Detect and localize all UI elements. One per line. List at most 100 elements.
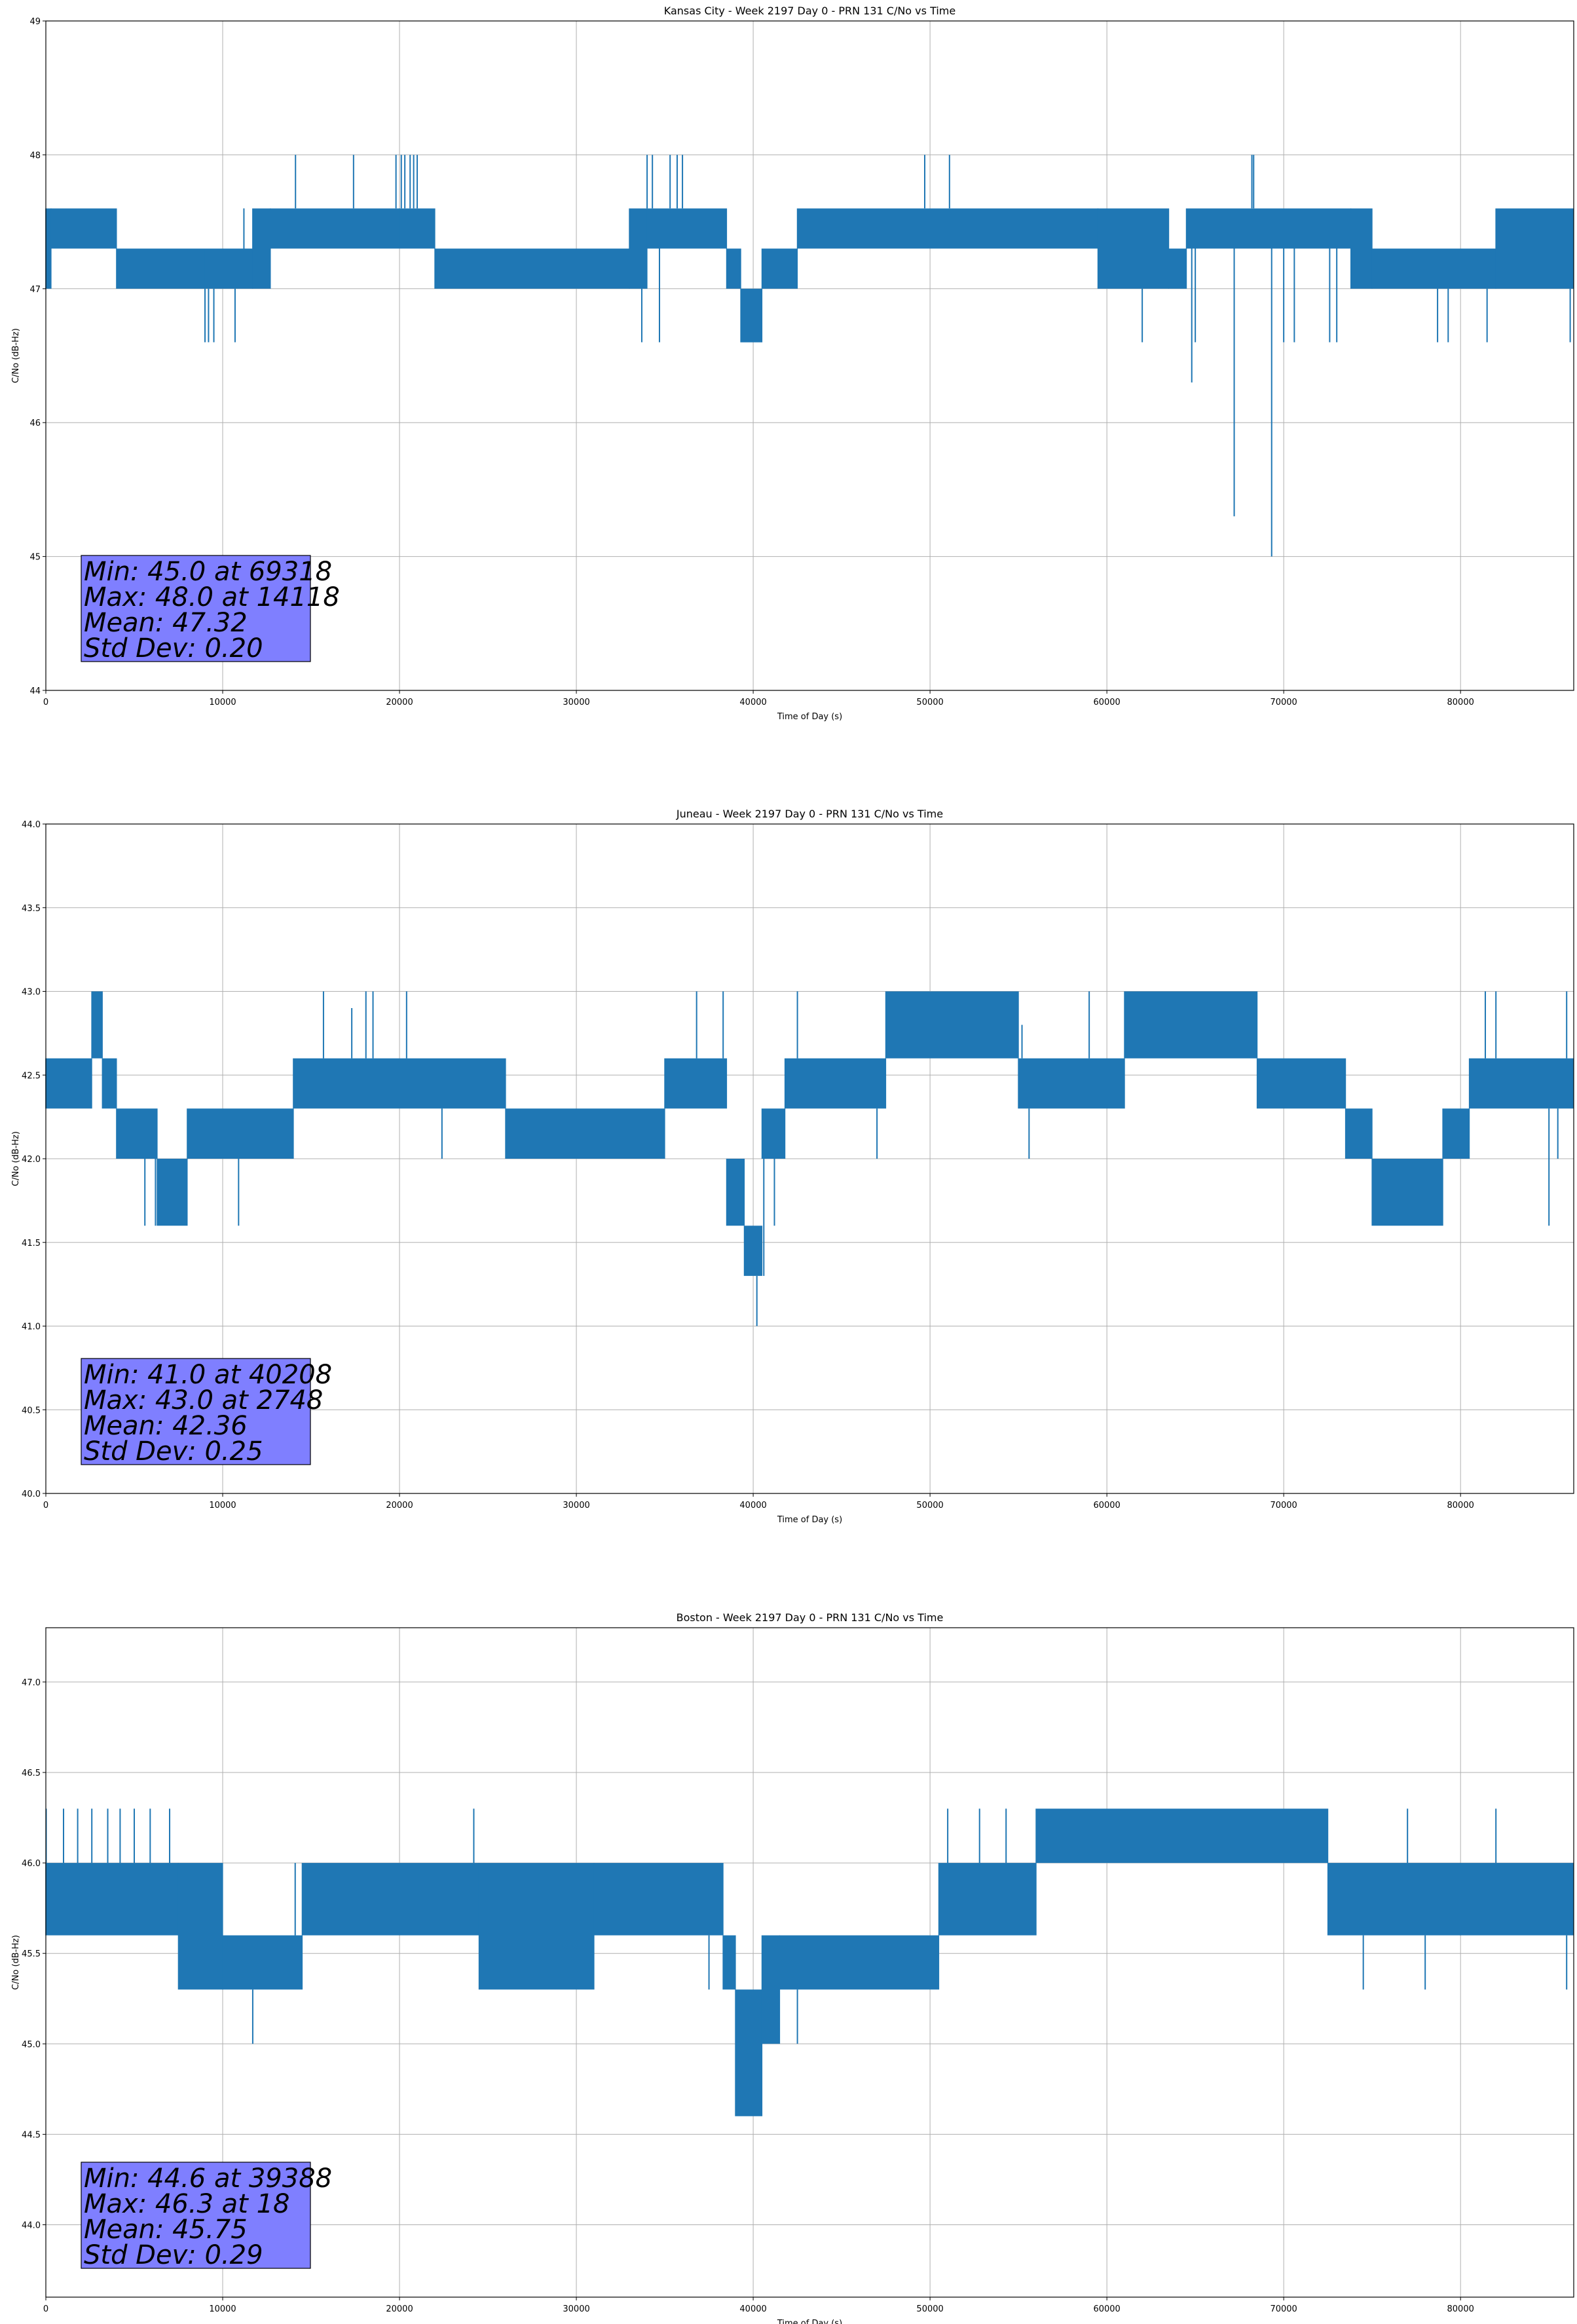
y-tick-label: 45	[29, 553, 41, 563]
y-tick-label: 41.5	[22, 1239, 41, 1248]
cno-band	[726, 1159, 745, 1226]
x-tick-label: 0	[43, 698, 48, 707]
x-tick-label: 50000	[916, 698, 943, 707]
x-tick-label: 80000	[1447, 2304, 1474, 2314]
cno-band	[779, 1935, 940, 1990]
chart-title: Juneau - Week 2197 Day 0 - PRN 131 C/No …	[676, 808, 943, 820]
cno-band	[222, 1935, 303, 1990]
cno-band	[761, 1935, 781, 2044]
cno-band	[252, 208, 271, 289]
x-tick-label: 20000	[386, 2304, 413, 2314]
cno-band	[1185, 208, 1352, 249]
cno-band	[1460, 1863, 1574, 1936]
x-tick-label: 40000	[739, 698, 766, 707]
y-axis-label: C/No (dB-Hz)	[11, 328, 21, 383]
y-tick-label: 46.5	[22, 1769, 41, 1778]
cno-band	[434, 248, 630, 289]
x-axis-label: Time of Day (s)	[777, 712, 842, 722]
cno-band	[726, 248, 741, 289]
cno-band	[1097, 208, 1170, 289]
x-tick-label: 80000	[1447, 698, 1474, 707]
cno-band	[1468, 1058, 1574, 1109]
juneau-plot: 0 10000 20000 30000 40000 50000 60000 70000 8000…	[11, 808, 1574, 1525]
cno-band	[293, 1058, 506, 1109]
cno-band	[722, 1935, 736, 1990]
x-tick-label: 60000	[1093, 1501, 1120, 1510]
y-axis-label: C/No (dB-Hz)	[11, 1131, 21, 1186]
y-tick-label: 47	[29, 285, 41, 295]
cno-band	[1442, 1108, 1470, 1159]
cno-band	[629, 208, 648, 289]
stats-box	[81, 1358, 311, 1465]
cno-band	[735, 1989, 763, 2116]
boston-plot: 0 10000 20000 30000 40000 50000 60000 70000 8000…	[11, 1611, 1574, 2324]
y-tick-label: 46	[29, 419, 41, 428]
cno-band	[784, 1058, 887, 1109]
cno-band	[761, 248, 798, 289]
x-tick-label: 10000	[209, 698, 236, 707]
cno-band	[1256, 1058, 1346, 1109]
cno-band	[1124, 991, 1258, 1059]
cno-band	[45, 1863, 179, 1936]
x-tick-label: 60000	[1093, 698, 1120, 707]
x-tick-label: 60000	[1093, 2304, 1120, 2314]
x-tick-label: 50000	[916, 1501, 943, 1510]
y-axis-label: C/No (dB-Hz)	[11, 1935, 21, 1990]
y-tick-label: 45.5	[22, 1949, 41, 1959]
x-tick-label: 30000	[563, 1501, 589, 1510]
axes-frame	[45, 1627, 1574, 2298]
x-tick-label: 0	[43, 2304, 48, 2314]
x-tick-label: 70000	[1270, 1501, 1297, 1510]
stats-line: Std Dev: 0.29	[84, 2240, 263, 2270]
cno-band	[177, 1863, 223, 1990]
cno-band	[1327, 1863, 1461, 1936]
y-tick-label: 45.0	[22, 2040, 41, 2050]
x-tick-label: 20000	[386, 1501, 413, 1510]
y-tick-label: 43.0	[22, 988, 41, 998]
x-axis-label: Time of Day (s)	[777, 2319, 842, 2324]
chart-title: Boston - Week 2197 Day 0 - PRN 131 C/No …	[677, 1611, 944, 1624]
stats-line: Mean: 47.32	[84, 608, 248, 638]
stats-line: Max: 48.0 at 14118	[84, 582, 340, 612]
cno-band	[1345, 1108, 1373, 1159]
kansas-city-plot: 0 10000 20000 30000 40000 50000 60000 70000 8000…	[11, 5, 1574, 722]
y-tick-label: 43.5	[22, 904, 41, 914]
cno-band	[399, 208, 436, 249]
cno-band	[1495, 208, 1574, 289]
x-tick-label: 70000	[1270, 2304, 1297, 2314]
stats-line: Mean: 42.36	[84, 1411, 248, 1441]
stats-line: Std Dev: 0.25	[84, 1436, 263, 1467]
x-tick-label: 50000	[916, 2304, 943, 2314]
stats-line: Max: 46.3 at 18	[84, 2189, 289, 2219]
y-tick-label: 47.0	[22, 1678, 41, 1688]
x-tick-label: 0	[43, 1501, 48, 1510]
axes-frame	[45, 20, 1574, 691]
cno-band	[91, 991, 103, 1059]
stats-box	[81, 2162, 311, 2269]
cno-band	[1018, 1058, 1125, 1109]
cno-band	[938, 1863, 1037, 1936]
cno-band	[1371, 1159, 1443, 1226]
cno-band	[796, 208, 1099, 249]
cno-band	[885, 991, 1019, 1059]
y-tick-label: 46.0	[22, 1859, 41, 1869]
cno-band	[301, 1863, 480, 1936]
cno-band	[740, 288, 763, 343]
y-tick-label: 44.5	[22, 2130, 41, 2140]
y-tick-label: 42.0	[22, 1155, 41, 1165]
y-tick-label: 44.0	[22, 2221, 41, 2231]
cno-band	[478, 1863, 595, 1990]
cno-band	[1035, 1809, 1329, 1864]
cno-band	[157, 1159, 188, 1226]
y-tick-label: 49	[29, 17, 41, 27]
cno-band	[116, 1108, 158, 1159]
stats-line: Min: 41.0 at 40208	[84, 1360, 332, 1390]
cno-band	[1350, 208, 1373, 289]
cno-band	[45, 1058, 92, 1109]
y-tick-label: 40.0	[22, 1490, 41, 1499]
x-tick-label: 40000	[739, 1501, 766, 1510]
y-tick-label: 44.0	[22, 820, 41, 830]
cno-band	[664, 1058, 728, 1109]
cno-band	[116, 248, 206, 289]
x-tick-label: 20000	[386, 698, 413, 707]
